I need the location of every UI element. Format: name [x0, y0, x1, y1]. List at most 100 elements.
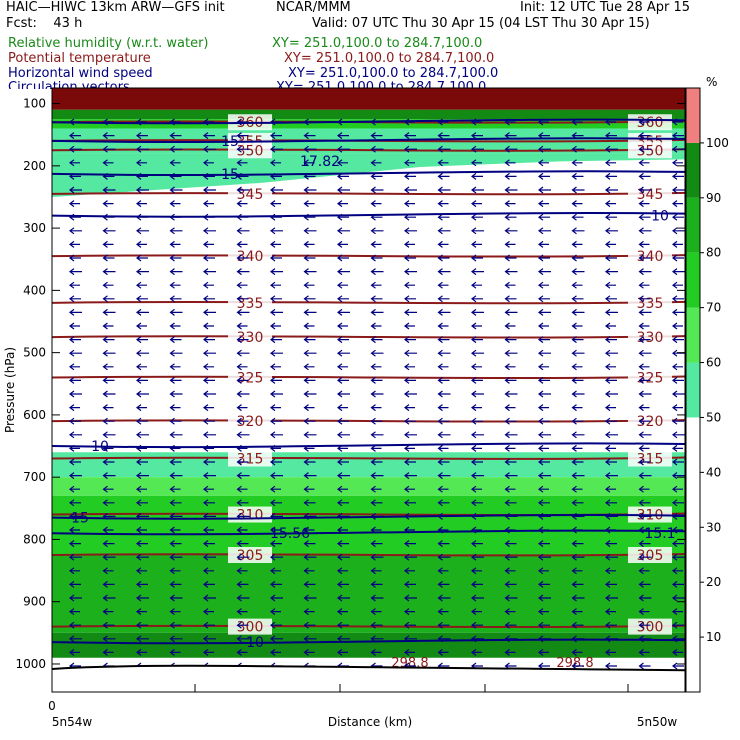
wind-vector	[169, 186, 183, 194]
wind-vector	[404, 390, 417, 398]
wind-vector	[169, 580, 182, 588]
wind-labels: 15 17.82 15 10 10 15 15.56 15.1 10	[71, 134, 676, 651]
wind-vector	[303, 608, 315, 616]
wind-vector	[102, 404, 114, 412]
wind-vector	[102, 213, 115, 221]
wind-vector	[437, 567, 449, 575]
wind-vector	[236, 608, 248, 616]
wind-vector	[303, 322, 315, 330]
wind-vector	[504, 404, 516, 412]
wind-vector	[370, 594, 384, 602]
wind-vector	[437, 172, 450, 180]
wind-vector	[504, 118, 516, 126]
wind-vector	[236, 540, 249, 548]
x-tick-label: 0	[48, 699, 56, 713]
wind-vector	[504, 376, 517, 384]
wind-vector	[102, 472, 116, 480]
wind-vector	[102, 431, 116, 439]
wind-vector	[236, 526, 248, 534]
wind-vector	[638, 567, 650, 575]
wind-vector	[337, 145, 350, 153]
wind-vector	[270, 132, 282, 140]
wind-vector	[303, 132, 316, 140]
wind-vector	[136, 254, 148, 262]
wind-vector	[404, 512, 417, 520]
wind-vector	[303, 227, 317, 235]
y-tick-label: 1000	[15, 657, 46, 671]
wind-vector	[605, 145, 618, 153]
colorbar-tick-label: 30	[706, 520, 721, 534]
wind-vector	[236, 159, 248, 167]
wind-vector	[672, 417, 684, 425]
wind-vector	[337, 512, 350, 520]
wind-vector	[404, 145, 417, 153]
wind-vector	[504, 458, 517, 466]
wind-vector	[136, 349, 149, 357]
wind-vector	[538, 281, 549, 289]
wind-vector	[69, 145, 82, 153]
wind-vector	[102, 444, 114, 452]
wind-vector	[136, 336, 148, 344]
wind-vector	[571, 567, 583, 575]
wind-vector	[471, 172, 483, 180]
wind-vector	[404, 240, 415, 248]
wind-vector	[169, 621, 182, 629]
wind-vector	[672, 172, 684, 180]
wind-vector	[538, 240, 549, 248]
wind-vector	[102, 145, 116, 153]
wind-vector	[203, 200, 214, 208]
wind-vector	[270, 444, 281, 452]
wind-vector	[471, 295, 483, 303]
colorbar-tick-label: 50	[706, 410, 721, 424]
theta-label-bg	[228, 142, 272, 159]
wind-vector	[437, 648, 449, 656]
wind-vector	[203, 594, 216, 602]
theta-label-335: 335	[237, 296, 264, 312]
wind-label: 10	[651, 209, 669, 225]
wind-vector	[303, 472, 317, 480]
wind-vector	[437, 118, 449, 126]
wind-vector	[136, 118, 147, 126]
wind-vector	[102, 635, 116, 643]
wind-vector	[437, 417, 450, 425]
wind-vector	[102, 240, 114, 248]
colorbar-tick-label: 70	[706, 301, 721, 315]
wind-vector	[404, 594, 417, 602]
wind-vector	[102, 200, 114, 208]
wind-vector	[169, 553, 183, 561]
wind-vector	[102, 540, 115, 548]
theta-label-320: 320	[237, 414, 264, 430]
wind-vector	[203, 349, 216, 357]
wind-vector	[437, 186, 451, 194]
wind-vector	[571, 662, 584, 670]
wind-vector	[504, 648, 516, 656]
wind-vector	[538, 308, 551, 316]
wind-vector	[136, 485, 147, 493]
wind-vector	[370, 281, 382, 289]
wind-vector	[203, 118, 214, 126]
wind-vector	[136, 390, 149, 398]
wind-vector	[504, 553, 518, 561]
wind-vector	[270, 567, 281, 575]
wind-vector	[136, 472, 149, 480]
wind-vector	[169, 132, 182, 140]
wind-vector	[337, 594, 350, 602]
wind-vector	[270, 186, 283, 194]
wind-vector	[69, 485, 80, 493]
wind-vector	[571, 118, 583, 126]
wind-vector	[270, 118, 281, 126]
wind-vector	[102, 132, 115, 140]
wind-vector	[672, 567, 683, 575]
wind-vector	[236, 404, 248, 412]
wind-vector	[471, 444, 482, 452]
wind-vector	[370, 118, 382, 126]
wind-vector	[69, 240, 80, 248]
wind-vector	[136, 444, 147, 452]
wind-vector	[672, 268, 685, 276]
surface-line	[51, 664, 686, 672]
wind-vector	[370, 635, 384, 643]
rh-band-1	[52, 109, 685, 120]
wind-vector	[672, 499, 684, 507]
field-xy-theta: XY= 251.0,100.0 to 284.7,100.0	[284, 51, 495, 66]
